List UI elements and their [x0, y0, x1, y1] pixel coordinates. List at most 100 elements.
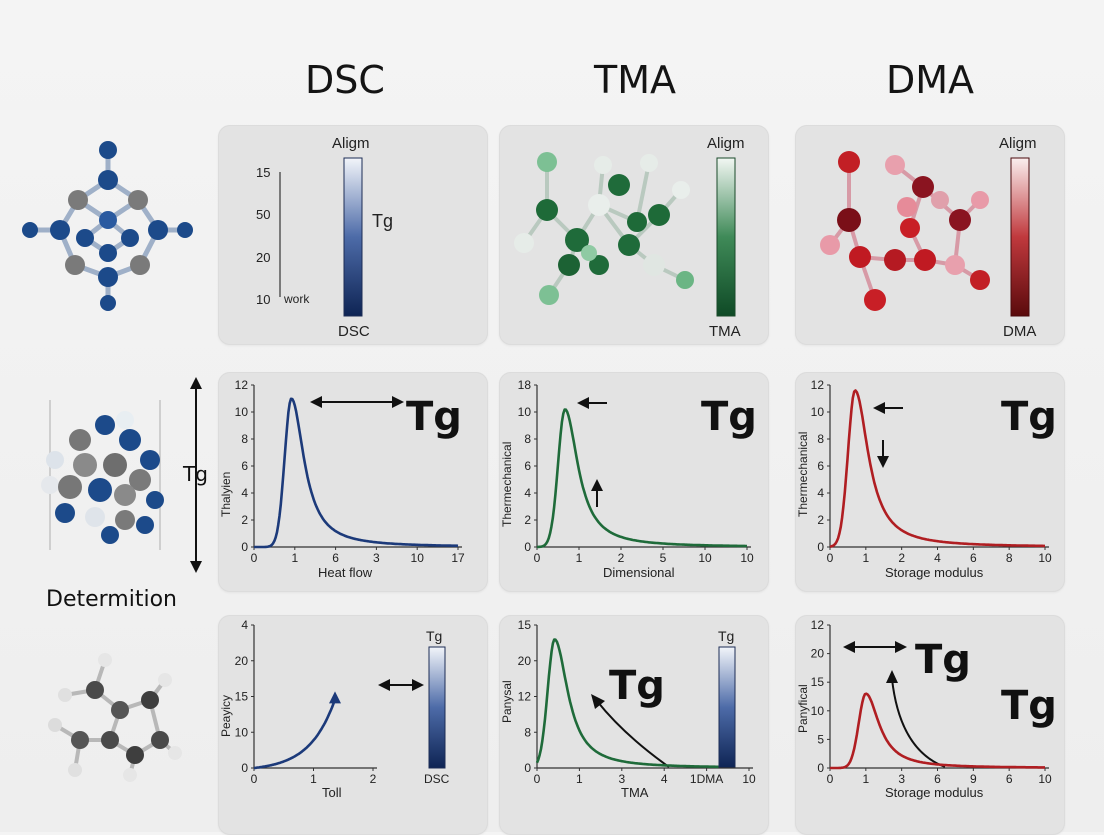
molecule-dma-icon [820, 151, 990, 311]
dma-mid-series-line [829, 389, 1045, 548]
dsc-top-tick-3: 20 [256, 250, 270, 265]
dma-bot-ytick-5: 12 [811, 618, 825, 632]
dma-bot-ytick-4: 20 [811, 647, 825, 661]
dsc-bot-xlabel: Toll [322, 785, 342, 800]
molecule-bottom-icon [48, 653, 182, 782]
dsc-mid-xtick-5: 17 [451, 551, 465, 565]
dma-mid-ytick-4: 8 [817, 432, 824, 446]
dsc-mid-xtick-1: 1 [291, 551, 298, 565]
tma-mid-series-line [536, 408, 747, 549]
dma-mid-xtick-2: 2 [898, 551, 905, 565]
dsc-bot-ytick-3: 20 [235, 654, 249, 668]
dma-bot-curve-arrow [891, 678, 946, 768]
dma-mid-ytick-2: 4 [817, 486, 824, 500]
side-tg-label: Tg [183, 462, 208, 486]
dma-mid-ytick-5: 10 [811, 405, 825, 419]
dma-bot-ytick-1: 5 [817, 732, 824, 746]
tma-top-bar-title: Aligm [707, 135, 745, 152]
dsc-bot-series-line [253, 698, 337, 770]
determination-label: Determition [46, 587, 177, 612]
tma-bot-tg-label: Tg [609, 663, 665, 709]
dsc-top-bar-title: Aligm [332, 135, 370, 152]
dsc-mid-ytick-2: 4 [241, 486, 248, 500]
tma-mid-xtick-1: 1 [576, 551, 583, 565]
dsc-mid-ytick-0: 0 [241, 540, 248, 554]
dsc-top-tick-2: 50 [256, 207, 270, 222]
dsc-bot-xtick-2: 2 [370, 772, 377, 786]
dsc-bot-ytick-0: 0 [241, 761, 248, 775]
tma-bot-xtick-1: 1 [576, 772, 583, 786]
tma-bot-xtick-4: 1DMA [690, 772, 723, 786]
dsc-bot-ytick-4: 4 [241, 618, 248, 632]
tma-bot-bar-title: Tg [718, 628, 734, 644]
tma-bot-xtick-3: 4 [661, 772, 668, 786]
dma-bot-tg-label-1: Tg [915, 637, 971, 683]
dsc-bot-xtick-0: 0 [251, 772, 258, 786]
dsc-top-bar-label: DSC [338, 323, 370, 340]
dma-bot-series-line [830, 692, 1045, 770]
dma-top-bar-title: Aligm [999, 135, 1037, 152]
panel-dsc-top: 15 50 20 10 work Aligm Tg DSC [218, 125, 488, 345]
dsc-mid-ylabel: Thalyien [219, 472, 233, 517]
dsc-mid-ytick-4: 8 [241, 432, 248, 446]
dma-mid-xtick-3: 4 [934, 551, 941, 565]
dsc-mid-ytick-1: 2 [241, 513, 248, 527]
dsc-bot-bar-label: DSC [424, 772, 450, 786]
dsc-bot-arrowhead [329, 691, 341, 704]
tma-bot-xtick-5: 10 [742, 772, 756, 786]
tma-mid-tg-label: Tg [701, 394, 757, 440]
tma-bot-ytick-4: 15 [518, 618, 532, 632]
tma-mid-xlabel: Dimensional [603, 565, 675, 580]
dma-mid-xlabel: Storage modulus [885, 565, 984, 580]
tma-bot-ytick-1: 8 [524, 725, 531, 739]
dsc-mid-ytick-5: 10 [235, 405, 249, 419]
tma-mid-xtick-0: 0 [534, 551, 541, 565]
dsc-bot-xtick-1: 1 [310, 772, 317, 786]
dsc-mid-ytick-3: 6 [241, 459, 248, 473]
dma-top-bar-label: DMA [1003, 323, 1036, 340]
tma-top-colorbar [716, 157, 736, 317]
dma-mid-xtick-5: 8 [1006, 551, 1013, 565]
panel-tma-bot: TMA Panysal Tg Tg 0 1 3 4 1DMA 10 0 8 12 20 15 [499, 615, 769, 835]
dma-mid-xtick-1: 1 [862, 551, 869, 565]
panel-dma-top: Aligm DMA [795, 125, 1065, 345]
dsc-top-tick-suffix: work [283, 292, 310, 306]
dma-mid-ytick-3: 6 [817, 459, 824, 473]
tma-mid-xtick-4: 10 [698, 551, 712, 565]
dma-mid-ytick-0: 0 [817, 540, 824, 554]
dma-bot-ytick-0: 0 [817, 761, 824, 775]
dma-top-colorbar [1010, 157, 1030, 317]
tma-bot-xlabel: TMA [621, 785, 649, 800]
panel-tma-mid: Dimensional Thermechanical Tg 0 1 2 5 10 10 0 2… [499, 372, 769, 592]
column-title-tma: TMA [594, 58, 676, 102]
dma-mid-tg-label: Tg [1001, 394, 1057, 440]
tma-mid-ytick-3: 6 [524, 459, 531, 473]
column-title-dma: DMA [885, 58, 975, 102]
molecule-top-icon [22, 141, 193, 311]
tma-mid-xtick-5: 10 [740, 551, 754, 565]
dsc-mid-tg-label: Tg [406, 394, 462, 440]
dma-bot-xlabel: Storage modulus [885, 785, 984, 800]
chart-tma-mid: Dimensional Thermechanical Tg 0 1 2 5 10 10 0 2… [500, 378, 757, 580]
tma-mid-ytick-0: 0 [524, 540, 531, 554]
dsc-top-tick-4: 10 [256, 292, 270, 307]
tma-bot-ytick-3: 20 [518, 654, 532, 668]
dma-mid-xtick-4: 6 [970, 551, 977, 565]
dma-bot-xtick-3: 6 [934, 772, 941, 786]
tma-mid-ytick-5: 10 [518, 405, 532, 419]
panel-tma-top: Aligm TMA [499, 125, 769, 345]
dsc-top-colorbar [343, 157, 363, 317]
chart-dsc-mid: Heat flow Thalyien Tg 0 1 6 3 10 17 0 2 4 6 8 10 12 [219, 378, 465, 580]
dsc-mid-xtick-2: 6 [332, 551, 339, 565]
tma-bot-ytick-2: 12 [518, 690, 532, 704]
dma-mid-xtick-6: 10 [1038, 551, 1052, 565]
dma-bot-ytick-2: 10 [811, 704, 825, 718]
molecule-mid-icon [41, 400, 164, 550]
tma-bot-series-line [535, 638, 719, 769]
tma-mid-ytick-1: 2 [524, 513, 531, 527]
dma-mid-ytick-6: 12 [811, 378, 825, 392]
tma-bot-ylabel: Panysal [500, 680, 514, 723]
